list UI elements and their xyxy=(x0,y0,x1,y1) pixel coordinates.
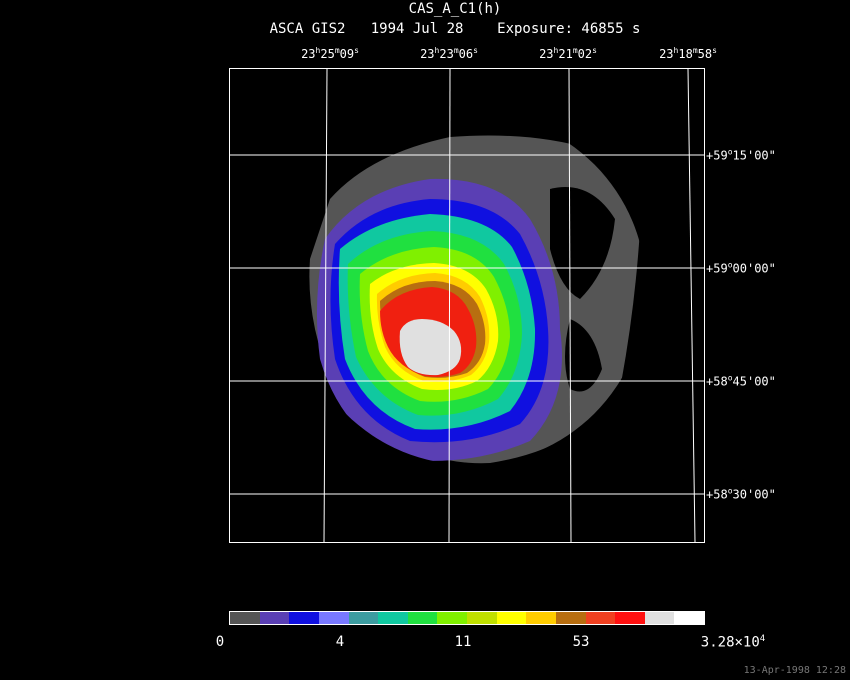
colorbar-segment-4 xyxy=(318,612,349,624)
gray-hole-1 xyxy=(550,187,615,299)
colorbar-segment-16 xyxy=(674,612,704,624)
field-of-view xyxy=(309,135,640,464)
colorbar xyxy=(229,611,705,625)
image-frame xyxy=(229,68,705,543)
colorbar-label-max: 3.28×104 xyxy=(700,634,766,651)
image-title: CAS_A_C1(h) xyxy=(408,1,502,17)
colorbar-segment-14 xyxy=(615,612,645,624)
colorbar-segment-1 xyxy=(230,612,260,624)
timestamp: 13-Apr-1998 12:28 xyxy=(743,665,846,676)
ra-label-4: 23h18m58s xyxy=(659,46,717,61)
dec-label-2: +59o00'00" xyxy=(706,260,776,276)
colorbar-segment-5 xyxy=(348,612,379,624)
ra-label-1: 23h25m09s xyxy=(301,46,359,61)
level-core xyxy=(399,319,462,376)
colorbar-label-3: 11 xyxy=(454,634,472,650)
colorbar-segment-12 xyxy=(555,612,586,624)
colorbar-segment-10 xyxy=(496,612,527,624)
colorbar-segment-2 xyxy=(259,612,290,624)
colorbar-segment-6 xyxy=(378,612,408,624)
colorbar-segment-7 xyxy=(407,612,438,624)
ra-label-2: 23h23m06s xyxy=(420,46,478,61)
colorbar-segment-9 xyxy=(467,612,497,624)
colorbar-segment-11 xyxy=(526,612,556,624)
xray-image xyxy=(230,69,704,542)
observation-subtitle: ASCA GIS2 1994 Jul 28 Exposure: 46855 s xyxy=(269,21,641,37)
colorbar-label-2: 4 xyxy=(335,634,345,650)
dec-label-1: +59o15'00" xyxy=(706,147,776,163)
dec-label-4: +58o30'00" xyxy=(706,486,776,502)
coordinate-grid xyxy=(230,69,704,542)
colorbar-segment-3 xyxy=(289,612,319,624)
colorbar-segment-8 xyxy=(437,612,467,624)
colorbar-label-4: 53 xyxy=(572,634,590,650)
colorbar-label-min: 0 xyxy=(215,634,225,650)
gray-hole-2 xyxy=(565,319,602,392)
colorbar-segment-15 xyxy=(644,612,675,624)
colorbar-segment-13 xyxy=(585,612,616,624)
ra-label-3: 23h21m02s xyxy=(539,46,597,61)
dec-label-3: +58o45'00" xyxy=(706,373,776,389)
